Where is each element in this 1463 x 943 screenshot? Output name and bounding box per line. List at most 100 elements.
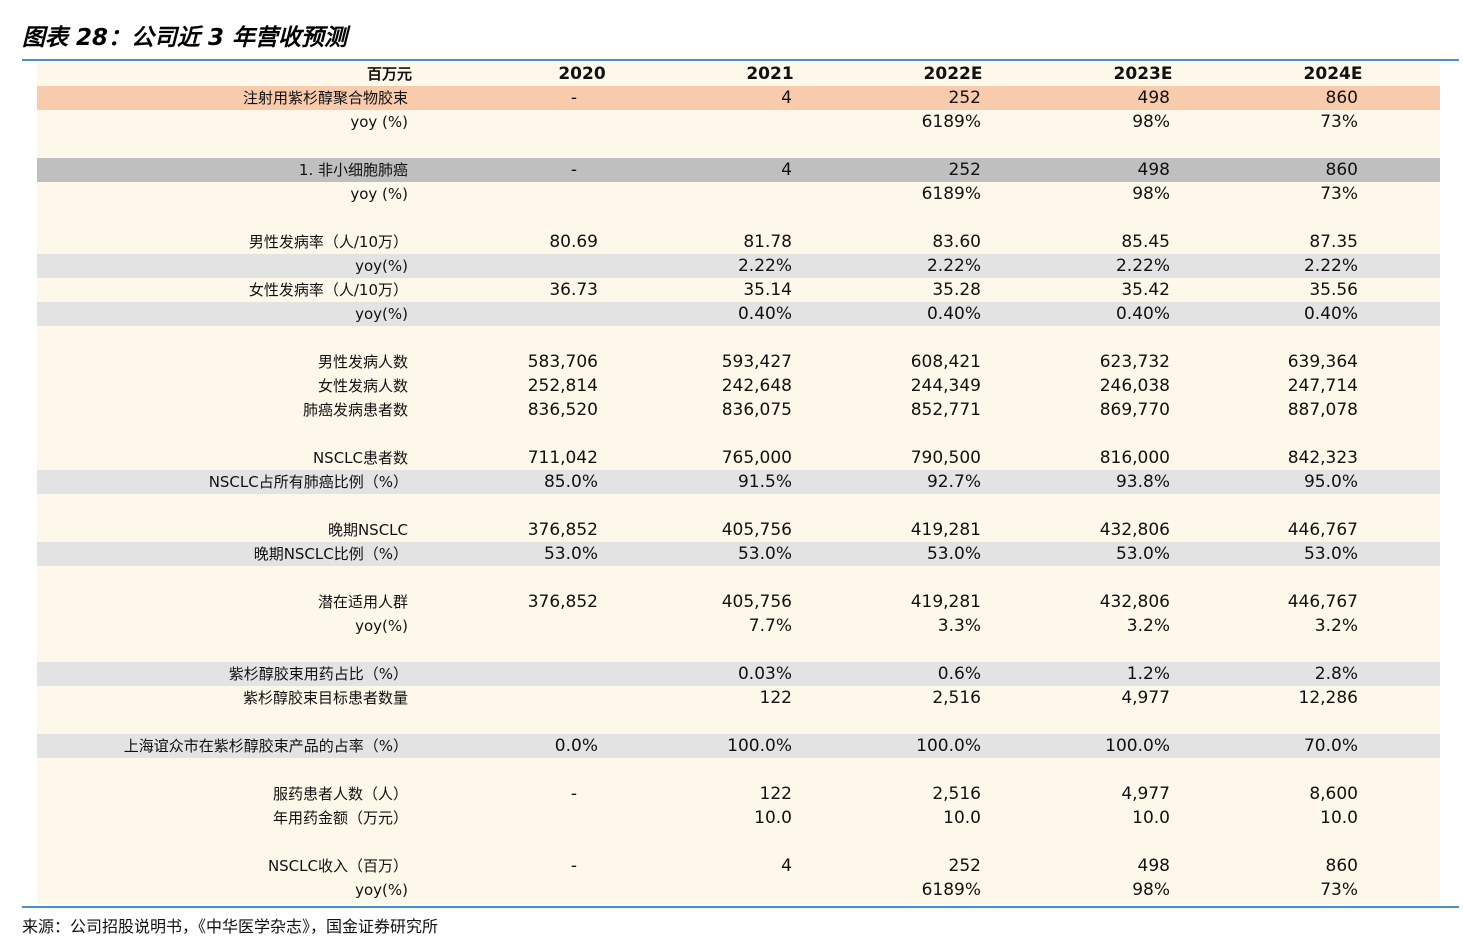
cell: 3.2% [1314, 616, 1358, 636]
cell: 53.0% [1115, 544, 1170, 564]
row-highlight [37, 734, 1440, 758]
rule [22, 59, 1459, 61]
row-highlight [37, 662, 1440, 686]
row-highlight [37, 302, 1440, 326]
cell: - [570, 88, 578, 108]
row-label: 女性发病人数 [317, 377, 408, 395]
cell: 242,648 [721, 376, 792, 396]
cell: - [570, 856, 578, 876]
cell: 852,771 [910, 400, 981, 420]
row-highlight [37, 158, 1440, 182]
cell: 98% [1132, 880, 1170, 900]
cell: 85.45 [1121, 232, 1170, 252]
cell: 81.78 [743, 232, 792, 252]
cell: 53.0% [926, 544, 981, 564]
row-label: NSCLC收入（百万） [267, 857, 408, 875]
cell: 1.2% [1126, 664, 1170, 684]
cell: 765,000 [721, 448, 792, 468]
cell: 4 [781, 88, 792, 108]
cell: 8,600 [1309, 784, 1358, 804]
cell: 639,364 [1287, 352, 1358, 372]
header-cell: 2024E [1303, 64, 1363, 84]
cell: 860 [1325, 160, 1358, 180]
cell: 498 [1137, 856, 1170, 876]
row-label: 男性发病人数 [317, 353, 408, 371]
cell: 35.42 [1121, 280, 1170, 300]
row-label: 晚期NSCLC比例（%） [253, 545, 408, 563]
cell: 91.5% [737, 472, 792, 492]
header-cell: 百万元 [366, 65, 412, 83]
cell: 4,977 [1121, 784, 1170, 804]
cell: 100.0% [1105, 736, 1170, 756]
cell: 53.0% [1303, 544, 1358, 564]
cell: 35.28 [932, 280, 981, 300]
cell: 10.0 [1132, 808, 1170, 828]
row-label: yoy(%) [355, 881, 408, 899]
cell: 419,281 [910, 592, 981, 612]
cell: 4,977 [1121, 688, 1170, 708]
cell: 36.73 [549, 280, 598, 300]
cell: 842,323 [1287, 448, 1358, 468]
cell: 10.0 [754, 808, 792, 828]
cell: 0.0% [554, 736, 598, 756]
cell: 80.69 [549, 232, 598, 252]
cell: 860 [1325, 88, 1358, 108]
cell: 2.22% [737, 256, 792, 276]
cell: 2.22% [1115, 256, 1170, 276]
cell: 73% [1320, 880, 1358, 900]
cell: 816,000 [1099, 448, 1170, 468]
cell: 4 [781, 856, 792, 876]
cell: 2,516 [932, 784, 981, 804]
cell: 252 [948, 88, 981, 108]
row-label: 肺癌发病患者数 [302, 401, 408, 419]
cell: 446,767 [1287, 520, 1358, 540]
cell: 623,732 [1099, 352, 1170, 372]
row-highlight [37, 470, 1440, 494]
row-label: yoy(%) [355, 617, 408, 635]
cell: 3.2% [1126, 616, 1170, 636]
cell: 247,714 [1287, 376, 1358, 396]
rule [22, 906, 1459, 908]
cell: 98% [1132, 184, 1170, 204]
cell: 4 [781, 160, 792, 180]
row-label: 紫杉醇胶束用药占比（%） [228, 665, 408, 683]
cell: 85.0% [543, 472, 598, 492]
cell: 122 [759, 688, 792, 708]
row-label: 上海谊众市在紫杉醇胶束产品的占率（%） [123, 737, 408, 755]
row-label: yoy (%) [350, 113, 408, 131]
cell: 419,281 [910, 520, 981, 540]
title: 图表 28：公司近 3 年营收预测 [22, 25, 348, 51]
cell: 887,078 [1287, 400, 1358, 420]
cell: 0.40% [926, 304, 981, 324]
header-cell: 2023E [1113, 64, 1173, 84]
cell: 246,038 [1099, 376, 1170, 396]
cell: 836,075 [721, 400, 792, 420]
cell: 432,806 [1099, 520, 1170, 540]
cell: 593,427 [721, 352, 792, 372]
row-label: 紫杉醇胶束目标患者数量 [242, 689, 408, 707]
cell: 12,286 [1298, 688, 1358, 708]
cell: 711,042 [527, 448, 598, 468]
row-label: 服药患者人数（人） [272, 785, 408, 803]
cell: - [570, 784, 578, 804]
row-label: yoy (%) [350, 185, 408, 203]
row-label: 晚期NSCLC [327, 521, 408, 539]
cell: 608,421 [910, 352, 981, 372]
cell: 446,767 [1287, 592, 1358, 612]
cell: 405,756 [721, 592, 792, 612]
cell: 100.0% [916, 736, 981, 756]
cell: 73% [1320, 112, 1358, 132]
cell: 790,500 [910, 448, 981, 468]
cell: 836,520 [527, 400, 598, 420]
cell: 35.14 [743, 280, 792, 300]
row-highlight [37, 254, 1440, 278]
cell: 7.7% [748, 616, 792, 636]
row-label: 女性发病率（人/10万） [248, 281, 408, 299]
row-label: 年用药金额（万元） [272, 809, 408, 827]
row-label: 1. 非小细胞肺癌 [298, 161, 408, 179]
row-highlight [37, 86, 1440, 110]
cell: 70.0% [1303, 736, 1358, 756]
cell: 252,814 [527, 376, 598, 396]
cell: 83.60 [932, 232, 981, 252]
cell: 252 [948, 160, 981, 180]
